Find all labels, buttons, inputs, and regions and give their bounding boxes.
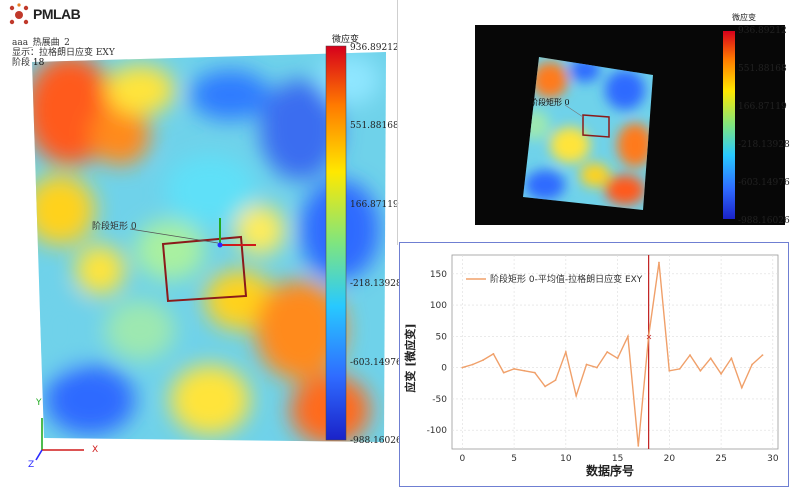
camera-colorbar-tick-5: -988.16026: [738, 216, 790, 226]
camera-colorbar-tick-0: 936.89212: [738, 26, 787, 36]
camera-stage-rectangle[interactable]: [582, 114, 610, 138]
display-label: 显示：拉格朗日应变 EXY: [12, 48, 115, 58]
series-point: [492, 352, 495, 355]
series-point: [658, 261, 660, 264]
series-point: [678, 367, 681, 370]
local-origin: [217, 242, 223, 248]
view-name: aaa_热展曲_2: [12, 38, 70, 48]
series-point: [720, 373, 722, 375]
series-point: [761, 354, 764, 357]
series-point: [461, 366, 464, 369]
series-line: [462, 262, 763, 446]
chart-xlabel: 数据序号: [586, 463, 634, 478]
strain-line-chart[interactable]: 0 5 10 15 20 25 30 -100 -50 0 50 100 150 × 阶段矩形 0-平均…: [400, 243, 788, 486]
stage-rectangle[interactable]: [161, 235, 248, 303]
app-logo: PMLAB: [33, 6, 81, 22]
camera-strain-overlay: [523, 57, 653, 210]
series-point: [471, 363, 474, 366]
series-point: [709, 357, 712, 360]
colorbar-tick-1: 551.88168: [350, 121, 399, 131]
series-point: [544, 385, 547, 388]
main-strain-view[interactable]: PMLAB aaa_热展曲_2 显示：拉格朗日应变 EXY 阶段 18 阶段矩形…: [0, 0, 402, 500]
series-point: [740, 386, 743, 389]
y-tick-label: 0: [441, 364, 447, 374]
colorbar-tick-4: -603.14976: [350, 358, 402, 368]
camera-view[interactable]: 阶段矩形 0: [475, 25, 785, 225]
chart-legend: 阶段矩形 0-平均值-拉格朗日应变 EXY: [466, 273, 643, 285]
chart-ticks: 0 5 10 15 20 25 30 -100 -50 0 50 100 150: [427, 270, 779, 464]
stage-label: 阶段: [12, 58, 31, 68]
stage-indicator: 阶段 18: [12, 58, 44, 68]
series-point: [606, 351, 609, 353]
series-point: [616, 357, 619, 360]
y-tick-label: -100: [427, 426, 448, 436]
series-point: [637, 444, 640, 447]
camera-colorbar: [723, 31, 735, 219]
series-point: [523, 369, 526, 372]
series-point: [575, 394, 578, 397]
chart-ylabel: 应变 [微应变]: [403, 323, 417, 392]
pmlab-logo-icon: [9, 3, 29, 25]
world-z-label: Z: [28, 460, 35, 470]
series-point: [564, 351, 567, 353]
y-tick-label: 50: [436, 332, 448, 342]
stage-rect-leader-line: [129, 228, 219, 244]
strain-plot-panel[interactable]: 0 5 10 15 20 25 30 -100 -50 0 50 100 150 × 阶段矩形 0-平均…: [399, 242, 789, 487]
camera-rect-leader-line: [564, 104, 584, 118]
y-tick-label: 150: [430, 270, 447, 280]
series-point: [533, 371, 536, 374]
x-tick-label: 20: [664, 454, 676, 464]
camera-colorbar-tick-1: 551.88168: [738, 64, 787, 74]
world-x-label: X: [92, 445, 99, 455]
chart-series: ×: [461, 255, 764, 449]
world-y-label: Y: [36, 398, 42, 408]
camera-colorbar-title: 微应变: [732, 13, 756, 22]
x-tick-label: 5: [511, 454, 517, 464]
colorbar-tick-5: -988.16026: [350, 436, 402, 446]
chart-grid: [451, 254, 779, 450]
series-point: [668, 369, 671, 372]
series-point: [627, 335, 629, 338]
x-tick-label: 15: [612, 454, 623, 464]
series-point: [482, 359, 484, 362]
series-point: [751, 363, 754, 366]
camera-colorbar-tick-2: 166.87119: [738, 102, 787, 112]
series-point: [595, 366, 598, 369]
series-point: [554, 379, 557, 382]
y-tick-label: 100: [430, 301, 447, 311]
colorbar-title: 微应变: [332, 35, 360, 45]
series-point: [513, 367, 515, 370]
colorbar-tick-2: 166.87119: [350, 200, 399, 210]
series-point: [585, 363, 588, 366]
series-point: [730, 357, 733, 360]
colorbar-tick-0: 936.89212: [350, 43, 399, 53]
series-point: [647, 335, 650, 338]
stage-value: 18: [32, 58, 45, 68]
x-tick-label: 10: [560, 454, 572, 464]
camera-rect-label: 阶段矩形 0: [530, 98, 570, 107]
main-heatmap-canvas[interactable]: [0, 0, 400, 500]
series-point: [502, 371, 505, 374]
plot-area: [451, 254, 779, 450]
x-tick-label: 30: [767, 454, 779, 464]
x-tick-label: 25: [715, 454, 726, 464]
series-point: [699, 369, 702, 372]
main-colorbar: [325, 45, 347, 441]
camera-colorbar-tick-4: -603.14976: [738, 178, 790, 188]
stage-rect-label: 阶段矩形 0: [92, 222, 137, 232]
colorbar-tick-3: -218.13928: [350, 279, 402, 289]
legend-label: 阶段矩形 0-平均值-拉格朗日应变 EXY: [490, 273, 643, 285]
camera-colorbar-tick-3: -218.13928: [738, 140, 790, 150]
world-z-axis: [35, 449, 43, 461]
x-tick-label: 0: [459, 454, 465, 464]
y-tick-label: -50: [432, 395, 447, 405]
cursor-marker: ×: [646, 332, 653, 341]
camera-heatmap-canvas[interactable]: [475, 25, 785, 225]
series-point: [689, 354, 691, 357]
panel-divider: [397, 0, 398, 245]
